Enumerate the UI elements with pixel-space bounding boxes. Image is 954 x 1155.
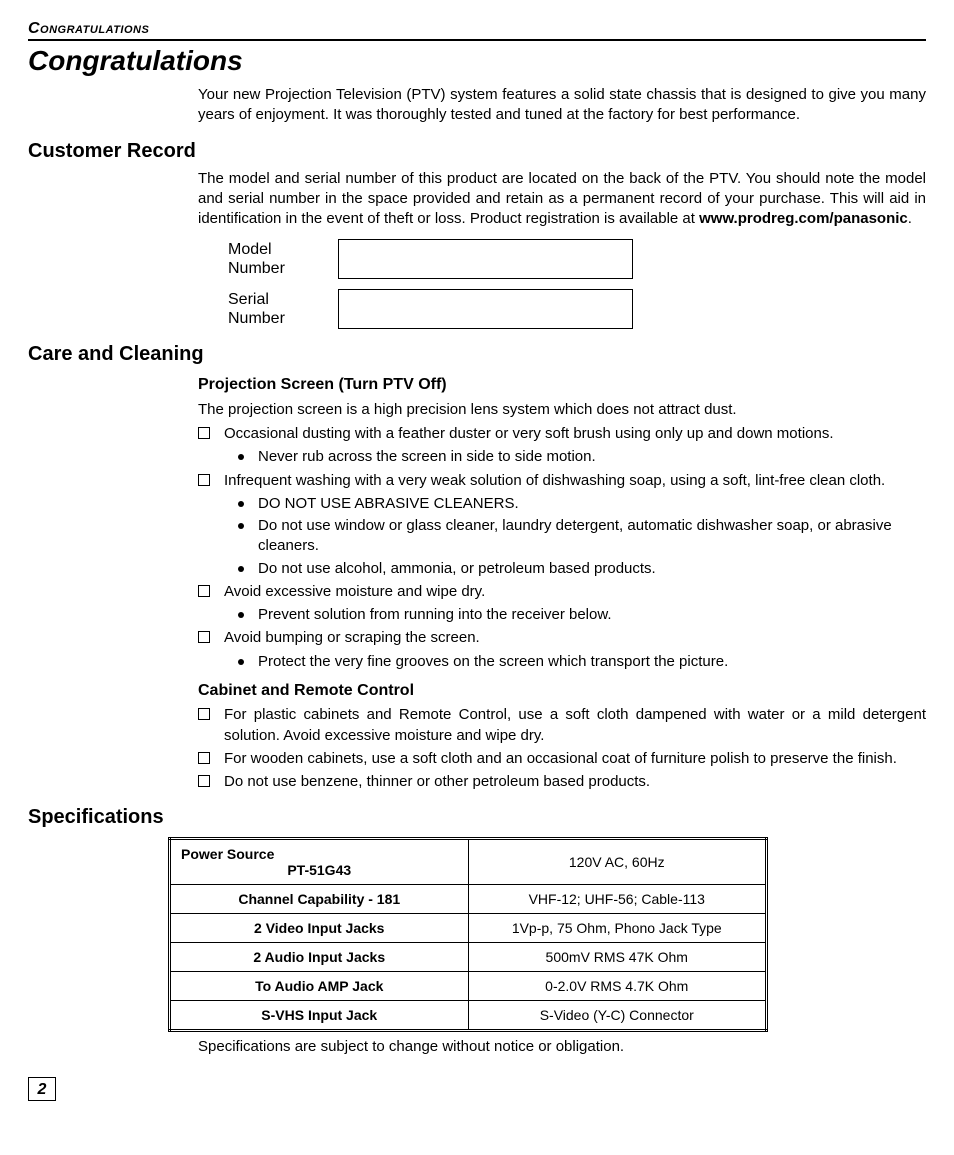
sub-projection-screen: Projection Screen (Turn PTV Off): [198, 374, 926, 396]
bullet-text: Prevent solution from running into the r…: [258, 605, 926, 625]
bullet-text: Do not use window or glass cleaner, laun…: [258, 516, 926, 557]
table-cell: 1Vp-p, 75 Ohm, Phono Jack Type: [468, 914, 767, 943]
cabinet-list: For plastic cabinets and Remote Control,…: [198, 705, 926, 792]
care-body: Projection Screen (Turn PTV Off) The pro…: [198, 374, 926, 792]
bullet-text: DO NOT USE ABRASIVE CLEANERS.: [258, 494, 926, 514]
table-row: 2 Video Input Jacks 1Vp-p, 75 Ohm, Phono…: [170, 914, 767, 943]
checkbox-icon: [198, 585, 210, 597]
table-cell: S-Video (Y-C) Connector: [468, 1001, 767, 1031]
heading-care-cleaning: Care and Cleaning: [28, 343, 926, 366]
spec-note: Specifications are subject to change wit…: [198, 1038, 926, 1055]
table-cell: 120V AC, 60Hz: [468, 839, 767, 885]
item-text: Occasional dusting with a feather duster…: [224, 424, 926, 444]
list-item: Avoid excessive moisture and wipe dry.: [198, 582, 926, 602]
power-source-label: Power Source: [181, 846, 458, 862]
spec-table-wrap: Power Source PT-51G43 120V AC, 60Hz Chan…: [168, 837, 768, 1032]
bullet-list: Never rub across the screen in side to s…: [238, 447, 926, 467]
sub-cabinet-remote: Cabinet and Remote Control: [198, 680, 926, 702]
proj-intro: The projection screen is a high precisio…: [198, 400, 926, 420]
table-row: To Audio AMP Jack 0-2.0V RMS 4.7K Ohm: [170, 972, 767, 1001]
item-text: For plastic cabinets and Remote Control,…: [224, 705, 926, 746]
table-cell: 2 Audio Input Jacks: [170, 943, 469, 972]
table-row: S-VHS Input Jack S-Video (Y-C) Connector: [170, 1001, 767, 1031]
model-number-input[interactable]: [338, 239, 633, 279]
bullet-icon: [238, 566, 244, 572]
list-item: Do not use alcohol, ammonia, or petroleu…: [238, 559, 926, 579]
bullet-text: Do not use alcohol, ammonia, or petroleu…: [258, 559, 926, 579]
table-cell: Power Source PT-51G43: [170, 839, 469, 885]
bullet-icon: [238, 501, 244, 507]
table-cell: Channel Capability - 181: [170, 885, 469, 914]
list-item: DO NOT USE ABRASIVE CLEANERS.: [238, 494, 926, 514]
table-cell: 500mV RMS 47K Ohm: [468, 943, 767, 972]
table-cell: 2 Video Input Jacks: [170, 914, 469, 943]
model-number: PT-51G43: [181, 862, 458, 878]
bullet-list: Prevent solution from running into the r…: [238, 605, 926, 625]
customer-record-text: The model and serial number of this prod…: [198, 169, 926, 230]
bullet-list: Protect the very fine grooves on the scr…: [238, 652, 926, 672]
bullet-text: Protect the very fine grooves on the scr…: [258, 652, 926, 672]
serial-label: Serial Number: [228, 290, 318, 328]
bullet-list: DO NOT USE ABRASIVE CLEANERS. Do not use…: [238, 494, 926, 579]
list-item: For plastic cabinets and Remote Control,…: [198, 705, 926, 746]
bullet-text: Never rub across the screen in side to s…: [258, 447, 926, 467]
list-item: Do not use benzene, thinner or other pet…: [198, 772, 926, 792]
table-cell: VHF-12; UHF-56; Cable-113: [468, 885, 767, 914]
table-cell: 0-2.0V RMS 4.7K Ohm: [468, 972, 767, 1001]
list-item: Occasional dusting with a feather duster…: [198, 424, 926, 444]
list-item: Avoid bumping or scraping the screen.: [198, 628, 926, 648]
bullet-icon: [238, 523, 244, 529]
serial-number-input[interactable]: [338, 289, 633, 329]
heading-customer-record: Customer Record: [28, 140, 926, 163]
checkbox-icon: [198, 708, 210, 720]
cr-text-b: .: [908, 210, 912, 227]
list-item: Do not use window or glass cleaner, laun…: [238, 516, 926, 557]
table-cell: S-VHS Input Jack: [170, 1001, 469, 1031]
table-row: 2 Audio Input Jacks 500mV RMS 47K Ohm: [170, 943, 767, 972]
table-row: Channel Capability - 181 VHF-12; UHF-56;…: [170, 885, 767, 914]
model-row: Model Number: [228, 239, 926, 279]
item-text: Infrequent washing with a very weak solu…: [224, 471, 926, 491]
list-item: Infrequent washing with a very weak solu…: [198, 471, 926, 491]
checkbox-icon: [198, 427, 210, 439]
model-label: Model Number: [228, 240, 318, 278]
checkbox-icon: [198, 775, 210, 787]
spec-table: Power Source PT-51G43 120V AC, 60Hz Chan…: [168, 837, 768, 1032]
bullet-icon: [238, 659, 244, 665]
table-row: Power Source PT-51G43 120V AC, 60Hz: [170, 839, 767, 885]
bullet-icon: [238, 612, 244, 618]
list-item: Protect the very fine grooves on the scr…: [238, 652, 926, 672]
table-cell: To Audio AMP Jack: [170, 972, 469, 1001]
heading-specifications: Specifications: [28, 806, 926, 829]
page-title: Congratulations: [28, 45, 926, 77]
serial-row: Serial Number: [228, 289, 926, 329]
list-item: For wooden cabinets, use a soft cloth an…: [198, 749, 926, 769]
proj-list: Occasional dusting with a feather duster…: [198, 424, 926, 672]
item-text: For wooden cabinets, use a soft cloth an…: [224, 749, 926, 769]
item-text: Do not use benzene, thinner or other pet…: [224, 772, 926, 792]
page-number: 2: [28, 1077, 56, 1101]
intro-paragraph: Your new Projection Television (PTV) sys…: [198, 85, 926, 126]
bullet-icon: [238, 454, 244, 460]
list-item: Prevent solution from running into the r…: [238, 605, 926, 625]
item-text: Avoid excessive moisture and wipe dry.: [224, 582, 926, 602]
checkbox-icon: [198, 752, 210, 764]
cr-url: www.prodreg.com/panasonic: [699, 210, 908, 227]
item-text: Avoid bumping or scraping the screen.: [224, 628, 926, 648]
checkbox-icon: [198, 474, 210, 486]
list-item: Never rub across the screen in side to s…: [238, 447, 926, 467]
record-fields: Model Number Serial Number: [198, 239, 926, 329]
checkbox-icon: [198, 631, 210, 643]
page-header-small: Congratulations: [28, 20, 926, 41]
